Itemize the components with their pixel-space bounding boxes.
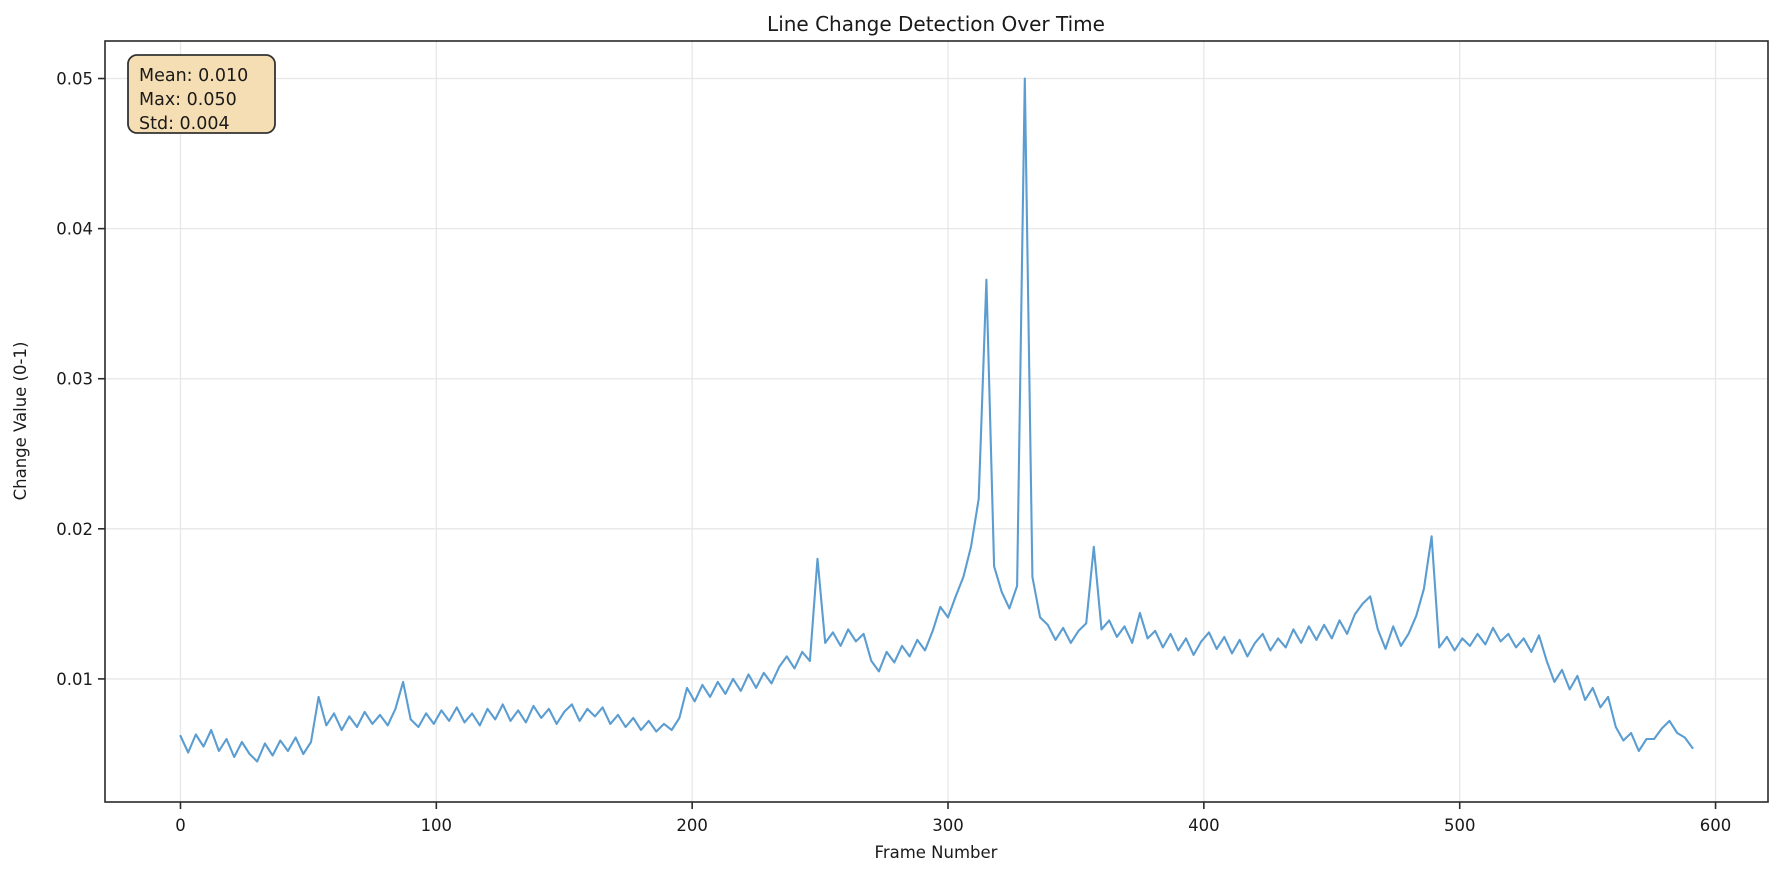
change-value-line [179, 77, 1694, 763]
y-tick-label: 0.01 [56, 670, 93, 689]
stats-max: Max: 0.050 [139, 90, 237, 110]
x-tick-label: 200 [676, 816, 708, 835]
chart-title: Line Change Detection Over Time [767, 12, 1105, 36]
x-tick-label: 0 [175, 816, 186, 835]
x-tick-label: 400 [1188, 816, 1220, 835]
x-tick-label: 600 [1700, 816, 1732, 835]
y-axis-label: Change Value (0-1) [11, 342, 30, 501]
x-tick-label: 300 [932, 816, 964, 835]
x-tick-label: 100 [421, 816, 453, 835]
y-tick-label: 0.02 [56, 520, 93, 539]
axis-ticks [98, 77, 1717, 809]
stats-std: Std: 0.004 [139, 114, 230, 134]
x-axis-label: Frame Number [875, 843, 998, 862]
y-tick-label: 0.05 [56, 70, 93, 89]
plot-area [105, 41, 1768, 802]
stats-mean: Mean: 0.010 [139, 66, 248, 86]
plot-spines [104, 40, 1769, 803]
data-series-line [179, 77, 1694, 763]
stats-annotation-box: Mean: 0.010 Max: 0.050 Std: 0.004 [127, 54, 276, 134]
x-tick-label: 500 [1444, 816, 1476, 835]
y-tick-label: 0.03 [56, 370, 93, 389]
y-tick-label: 0.04 [56, 220, 93, 239]
tick-labels: 0 100 200 300 400 500 600 0.01 0.02 0.03 0.04 0.05 [56, 70, 1731, 835]
gridlines [105, 41, 1768, 802]
stats-box-background [127, 54, 276, 134]
